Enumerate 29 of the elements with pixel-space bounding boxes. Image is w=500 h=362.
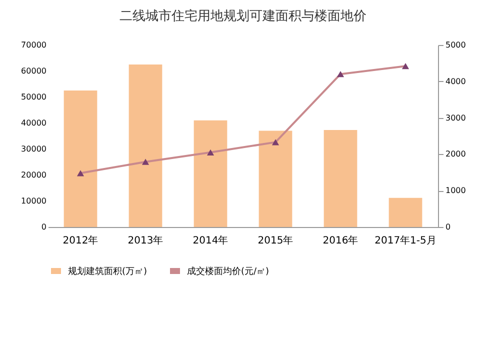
y-tick-label: 0	[41, 222, 46, 232]
y-tick-label: 70000	[21, 40, 46, 50]
y-tick-label: 60000	[21, 66, 46, 76]
bar	[324, 130, 358, 227]
x-tick-label: 2012年	[62, 234, 98, 246]
y2-tick-label: 2000	[446, 150, 466, 159]
x-tick-label: 2013年	[128, 234, 164, 246]
x-tick-label: 2017年1-5月	[374, 234, 436, 246]
y-tick-label: 40000	[21, 118, 46, 128]
bar	[128, 64, 162, 227]
bar	[388, 198, 422, 227]
legend-label: 成交楼面均价(元/㎡)	[187, 266, 270, 277]
x-tick-label: 2016年	[322, 234, 358, 246]
bar	[258, 130, 292, 227]
y2-tick-label: 3000	[446, 113, 466, 122]
y-tick-label: 10000	[21, 196, 46, 206]
legend-label: 规划建筑面积(万㎡)	[68, 266, 148, 277]
y-tick-label: 20000	[21, 170, 46, 180]
bar	[64, 90, 98, 227]
y2-tick-label: 0	[446, 222, 451, 232]
x-tick-label: 2014年	[192, 234, 228, 246]
x-tick-label: 2015年	[258, 234, 294, 246]
y2-tick-label: 5000	[446, 40, 466, 50]
chart-title: 二线城市住宅用地规划可建面积与楼面地价	[120, 8, 366, 24]
y2-tick-label: 1000	[446, 186, 466, 196]
bar	[194, 120, 228, 227]
y2-tick-label: 4000	[446, 76, 466, 86]
y-tick-label: 50000	[21, 92, 46, 102]
y-tick-label: 30000	[21, 144, 46, 154]
